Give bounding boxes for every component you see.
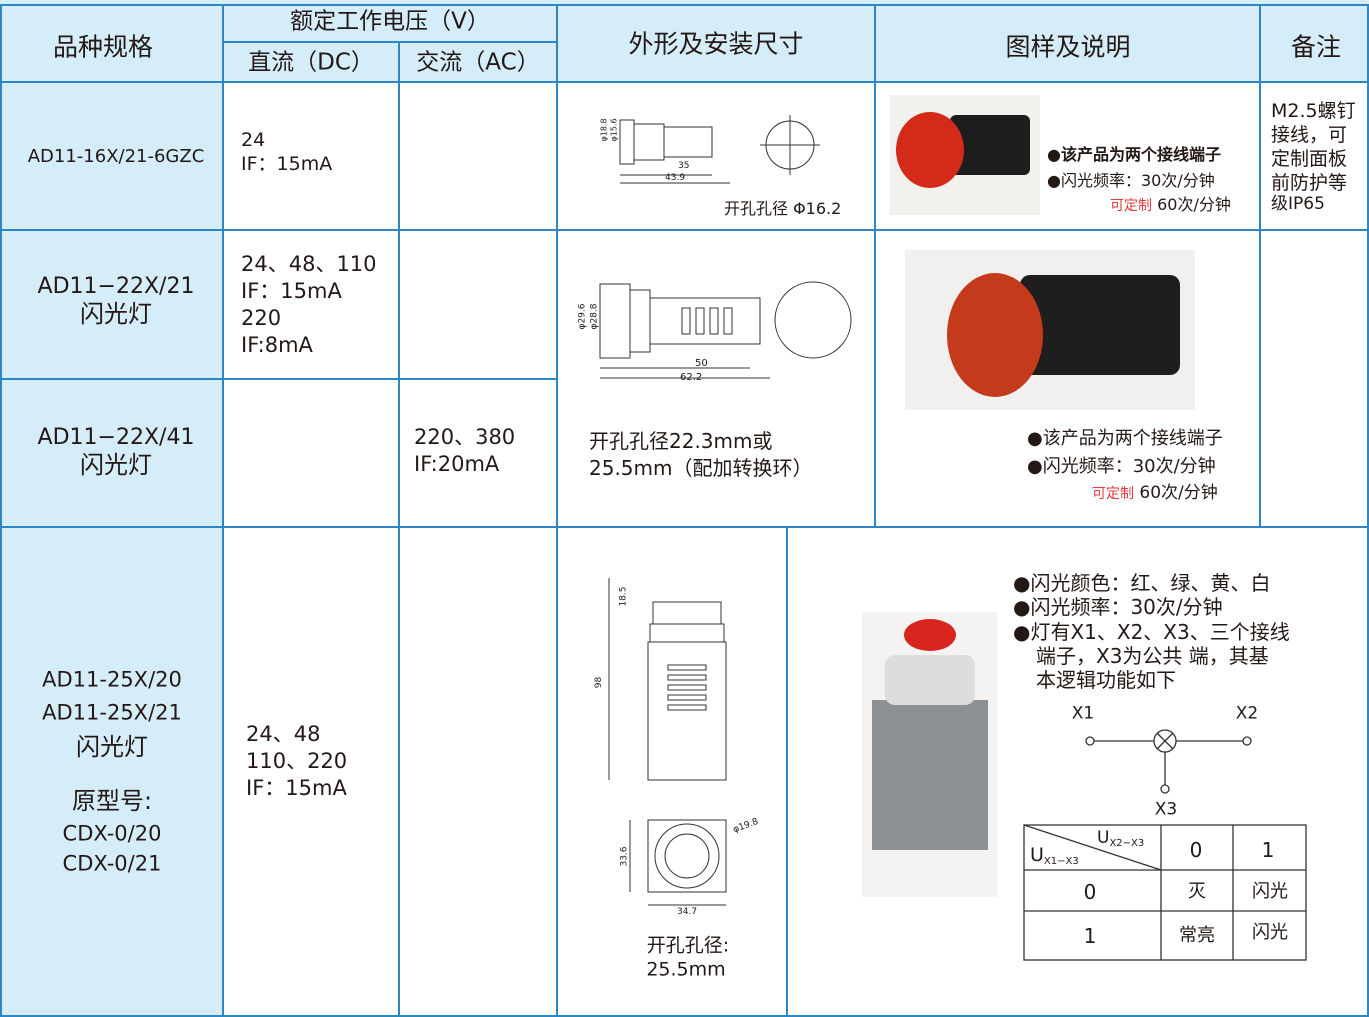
dim-label: φ28.8 <box>589 303 600 330</box>
header: 备注 <box>1290 32 1342 62</box>
dim-label: 18.5 <box>618 586 629 607</box>
corner-sub: X2−X3 <box>1109 838 1145 849</box>
custom: 可定制 <box>1110 198 1152 214</box>
terminal: X3 <box>1154 799 1178 820</box>
dim-label: 33.6 <box>619 846 630 867</box>
model: 闪光灯 <box>80 451 152 479</box>
model: 闪光灯 <box>80 300 152 328</box>
remark: 接线，可 <box>1271 124 1348 146</box>
terminal: X1 <box>1071 703 1095 724</box>
dim-label: φ18.8 <box>599 118 609 142</box>
model: AD11-25X/21 <box>42 700 182 725</box>
note: 端子，X3为公共 端，其基 <box>1036 644 1269 668</box>
note: ●闪光频率：30次/分钟 <box>1047 171 1215 190</box>
model: AD11-25X/20 <box>42 667 182 692</box>
note: 本逻辑功能如下 <box>1036 668 1176 692</box>
header: 图样及说明 <box>1005 32 1131 62</box>
dim-label: 34.7 <box>677 907 698 917</box>
dc: 24、48 <box>246 722 321 746</box>
logic-col: 1 <box>1261 838 1275 862</box>
dc: IF：15mA <box>241 279 342 303</box>
note: ●闪光颜色：红、绿、黄、白 <box>1013 571 1271 595</box>
header: 直流（DC） <box>248 49 374 76</box>
logic-cell: 常亮 <box>1179 925 1215 946</box>
model: 闪光灯 <box>76 733 148 761</box>
dim-label: φ29.6 <box>577 303 588 330</box>
model: CDX-0/20 <box>62 821 162 846</box>
model: AD11-16X/21-6GZC <box>27 146 205 167</box>
corner-u: U <box>1030 844 1044 866</box>
header: 外形及安装尺寸 <box>628 29 804 59</box>
hole: 25.5mm <box>646 958 726 981</box>
hole: 开孔孔径 Φ16.2 <box>724 199 842 218</box>
model: AD11−22X/41 <box>37 425 195 450</box>
logic-cell: 闪光 <box>1252 922 1288 943</box>
corner-sub: X1−X3 <box>1043 856 1079 867</box>
dim-label: 35 <box>678 161 690 171</box>
header: 额定工作电压（V） <box>290 8 490 35</box>
terminal: X2 <box>1235 703 1259 724</box>
dc: 24 <box>241 129 266 151</box>
note: ●灯有X1、X2、X3、三个接线 <box>1013 620 1290 644</box>
dc: IF：15mA <box>241 153 333 175</box>
header: 品种规格 <box>52 32 154 62</box>
header: 交流（AC） <box>416 49 540 76</box>
model: AD11−22X/21 <box>37 274 195 299</box>
note: ●该产品为两个接线端子 <box>1047 145 1221 164</box>
corner-u: U <box>1097 828 1110 848</box>
logic-cell: 灭 <box>1188 881 1206 902</box>
note: ●闪光频率：30次/分钟 <box>1027 456 1216 477</box>
ac: IF:20mA <box>414 452 500 476</box>
remark: 级IP65 <box>1271 194 1325 214</box>
logic-cell: 0 <box>1083 880 1097 904</box>
note: ●该产品为两个接线端子 <box>1027 428 1223 449</box>
custom-rate: 60次/分钟 <box>1139 483 1218 503</box>
logic-cell: 闪光 <box>1252 881 1288 902</box>
logic-cell: 1 <box>1083 924 1097 948</box>
hole: 25.5mm（配加转换环） <box>589 456 813 480</box>
logic-col: 0 <box>1189 838 1203 862</box>
dim-label: 62.2 <box>680 372 703 383</box>
model: CDX-0/21 <box>62 851 162 876</box>
ac: 220、380 <box>414 425 516 449</box>
model: 原型号: <box>71 787 153 815</box>
remark: M2.5螺钉 <box>1271 100 1356 122</box>
note: ●闪光频率：30次/分钟 <box>1013 595 1223 619</box>
dim-label: φ15.6 <box>609 118 619 142</box>
hole: 开孔孔径22.3mm或 <box>589 429 773 453</box>
custom: 可定制 <box>1092 486 1134 502</box>
dc: 24、48、110 <box>241 252 377 276</box>
dim-label: 98 <box>594 676 605 689</box>
dim-label: 43.9 <box>665 173 686 183</box>
dc: 110、220 <box>246 749 348 773</box>
remark: 前防护等 <box>1271 172 1348 194</box>
remark: 定制面板 <box>1271 148 1348 170</box>
dim-label: 50 <box>695 358 708 369</box>
custom-rate: 60次/分钟 <box>1157 195 1231 214</box>
dc: IF:8mA <box>241 333 313 357</box>
dc: IF：15mA <box>246 776 347 800</box>
dc: 220 <box>241 306 282 330</box>
hole: 开孔孔径: <box>646 934 730 957</box>
